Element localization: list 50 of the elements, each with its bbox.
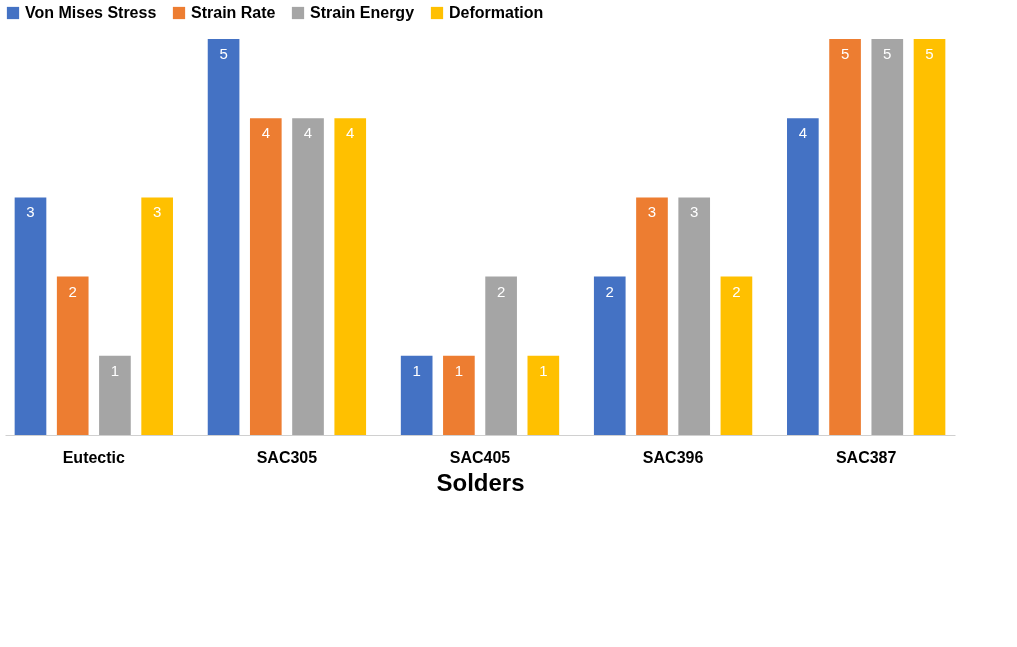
bar: [678, 197, 711, 435]
bar: [485, 276, 517, 435]
legend-label: Strain Energy: [310, 4, 415, 21]
x-tick-label: SAC305: [256, 448, 318, 466]
x-tick-label: SAC387: [835, 448, 897, 466]
bar: [400, 355, 433, 435]
legend-label: Strain Rate: [191, 4, 276, 21]
bar: [99, 355, 131, 435]
x-axis-title: Solders: [436, 468, 525, 496]
data-label: 4: [346, 124, 355, 142]
data-label: 3: [152, 203, 162, 221]
data-label: 3: [647, 203, 657, 221]
legend-label: Deformation: [449, 4, 544, 21]
data-label: 3: [26, 203, 35, 221]
data-label: 5: [925, 45, 934, 62]
bar: [207, 39, 240, 435]
bar: [527, 355, 560, 435]
bar: [636, 197, 668, 435]
data-label: 1: [412, 361, 421, 379]
bar: [593, 276, 626, 435]
bar: [292, 118, 324, 435]
bar: [141, 197, 173, 435]
bar: [443, 355, 475, 435]
data-label: 2: [605, 282, 614, 300]
data-label: 1: [110, 361, 120, 379]
x-tick-label: SAC405: [449, 448, 511, 466]
bar: [913, 39, 946, 435]
data-label: 1: [539, 361, 548, 379]
bar: [56, 276, 89, 435]
data-label: 1: [454, 361, 464, 379]
data-label: 4: [303, 124, 313, 142]
bar: [871, 39, 904, 435]
data-label: 4: [261, 124, 270, 142]
data-label: 5: [883, 45, 892, 62]
data-label: 4: [798, 124, 808, 142]
bar: [787, 118, 819, 435]
data-label: 2: [68, 282, 77, 300]
data-label: 3: [690, 203, 699, 221]
data-label: 2: [732, 282, 741, 300]
data-label: 2: [496, 282, 506, 300]
bar: [334, 118, 367, 435]
bar: [14, 197, 47, 435]
bar: [829, 39, 861, 435]
data-label: 5: [219, 45, 228, 62]
bar: [720, 276, 753, 435]
x-tick-label: Eutectic: [62, 448, 126, 466]
legend-label: Von Mises Stress: [25, 4, 157, 21]
data-label: 5: [840, 45, 850, 62]
bar: [249, 118, 282, 435]
x-tick-label: SAC396: [642, 448, 704, 466]
